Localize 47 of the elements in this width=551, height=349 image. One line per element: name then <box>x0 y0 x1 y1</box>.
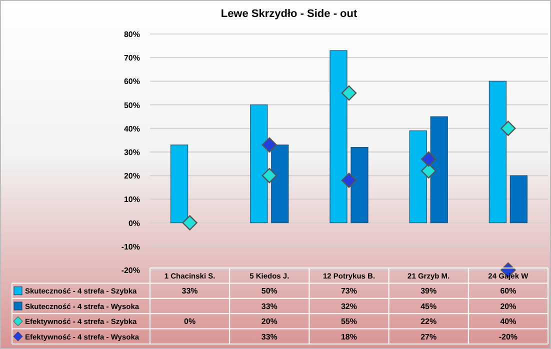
data-label: -20% <box>498 332 518 342</box>
bar <box>170 144 188 224</box>
y-tick-label: 80% <box>124 30 140 39</box>
y-tick-label: -20% <box>121 266 140 275</box>
bar <box>430 116 448 224</box>
data-label: 18% <box>340 332 358 342</box>
data-label: 22% <box>420 317 437 326</box>
data-label: 50% <box>261 286 278 296</box>
bar <box>271 144 289 224</box>
data-label: 33% <box>182 286 198 296</box>
y-tick-label: 30% <box>124 148 140 157</box>
data-label: 27% <box>420 332 437 342</box>
data-label: 55% <box>340 317 358 326</box>
data-label: 39% <box>420 286 437 296</box>
bar <box>409 130 427 224</box>
data-label: 40% <box>500 317 516 326</box>
point <box>341 172 357 188</box>
data-label: 20% <box>261 317 278 326</box>
y-tick-label: 70% <box>124 54 140 63</box>
point <box>500 120 516 136</box>
bar <box>510 175 528 224</box>
point <box>262 137 277 153</box>
y-tick-label: 50% <box>124 100 140 110</box>
data-label: 73% <box>340 286 358 296</box>
bar <box>488 80 506 224</box>
data-label: 45% <box>420 302 437 311</box>
point <box>341 85 357 101</box>
bar <box>330 50 348 224</box>
point <box>262 168 277 184</box>
chart-title: Lewe Skrzydło - Side - out <box>220 8 358 20</box>
y-tick-label: -10% <box>121 242 140 252</box>
data-label: 60% <box>500 286 516 296</box>
y-tick-label: 60% <box>124 77 140 86</box>
y-tick-label: 40% <box>124 124 140 134</box>
data-label: 33% <box>261 332 278 342</box>
bar <box>350 146 368 224</box>
data-label: 20% <box>500 302 516 311</box>
bar <box>250 104 268 224</box>
y-tick-label: 20% <box>124 172 140 181</box>
y-tick-label: 10% <box>124 195 140 204</box>
data-label: 33% <box>261 302 278 311</box>
point <box>421 163 436 178</box>
point <box>421 151 436 167</box>
y-tick-label: 0% <box>128 218 140 228</box>
data-label: 32% <box>340 302 358 311</box>
data-label: 0% <box>184 317 196 326</box>
point <box>182 215 198 230</box>
